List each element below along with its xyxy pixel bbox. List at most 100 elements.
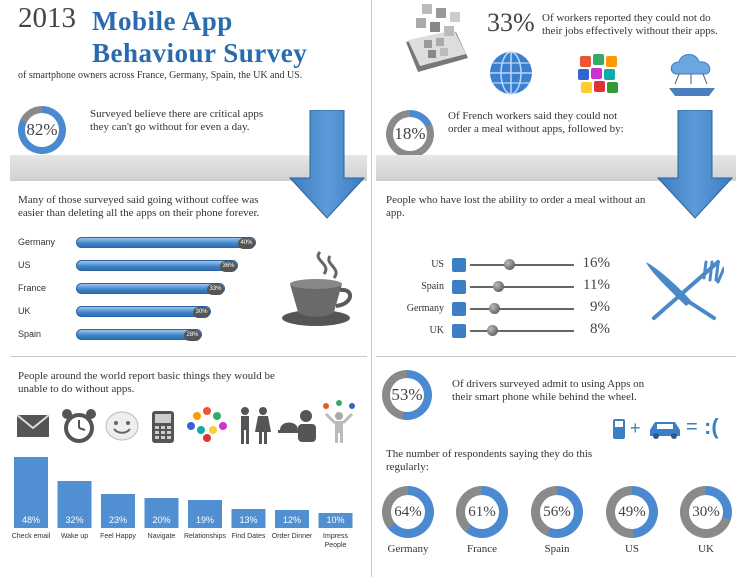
driver-donut-country: UK xyxy=(698,543,714,555)
coffee-bar xyxy=(76,306,211,317)
regular-line1: The number of respondents saying they do… xyxy=(386,448,593,460)
drivers-text: Of drivers surveyed admit to using Apps … xyxy=(452,378,644,404)
chart-bar xyxy=(318,513,353,528)
car-icon xyxy=(650,422,680,439)
coffee-bar-value: 36% xyxy=(220,261,237,272)
meal-slider-track xyxy=(470,286,574,288)
chart-bar xyxy=(14,457,48,528)
meal-slider-value: 9% xyxy=(590,299,610,315)
meal-country-label: Germany xyxy=(406,303,444,314)
chart-bar-value: 32% xyxy=(65,515,83,525)
meal-slider-square xyxy=(452,280,466,294)
apps-basic-things-chart: 48% Check email 32% Wake up 23% Feel Happy 20%… xyxy=(12,457,353,549)
fork-knife-icon xyxy=(646,260,724,320)
meal-country-label: US xyxy=(431,259,444,270)
coffee-cup-icon xyxy=(282,250,352,326)
chart-bar-value: 20% xyxy=(152,515,170,525)
chart-category-label: Relationships xyxy=(184,533,227,540)
driver-donut: 49% xyxy=(606,486,658,538)
chart-category-label: Find Dates xyxy=(232,533,266,540)
meal-slider-knob xyxy=(493,281,504,292)
meal-slider-square xyxy=(452,302,466,316)
driver-donut-country: US xyxy=(624,543,640,555)
meal-sub-line1: People who have lost the ability to orde… xyxy=(386,194,646,206)
apps-cube-icon xyxy=(578,54,618,93)
coffee-country-label: Germany xyxy=(18,237,56,247)
chart-bar xyxy=(275,510,309,528)
workers-percent: 33% xyxy=(487,8,535,37)
coffee-bar xyxy=(76,329,202,340)
driver-donut-value: 64% xyxy=(394,504,422,520)
french-meal-line1: Of French workers said they could not xyxy=(448,110,618,122)
down-arrow-right-icon xyxy=(656,110,734,219)
basic-things-text: People around the world report basic thi… xyxy=(18,370,275,396)
driver-donut-value: 30% xyxy=(692,504,720,520)
driver-donut: 56% xyxy=(531,486,583,538)
workers-line1: Of workers reported they could not do xyxy=(542,12,711,24)
french-meal-percent: 18% xyxy=(394,124,426,143)
coffee-country-label: Spain xyxy=(18,329,42,339)
driver-donut-value: 56% xyxy=(543,504,571,520)
sad-face: :( xyxy=(704,414,719,439)
chart-bar xyxy=(188,500,222,528)
meal-slider-knob xyxy=(487,325,498,336)
coffee-country-label: UK xyxy=(18,306,31,316)
chart-bar xyxy=(57,481,92,528)
juggler-icon xyxy=(323,400,355,443)
basic-things-line1: People around the world report basic thi… xyxy=(18,370,275,382)
title-line2: Behaviour Survey xyxy=(92,38,308,68)
driver-donut: 64% xyxy=(382,486,434,538)
driver-donut-country: Spain xyxy=(544,543,570,555)
drivers-percent: 53% xyxy=(391,385,423,404)
phone-icon xyxy=(152,411,174,443)
driver-donut-country: France xyxy=(467,543,497,555)
chart-bar-value: 23% xyxy=(109,515,127,525)
chart-bar-value: 48% xyxy=(22,515,40,525)
coffee-bar-value: 28% xyxy=(184,330,201,341)
cloud-icon xyxy=(669,54,715,96)
french-meal-text: Of French workers said they could not or… xyxy=(448,110,624,136)
driver-donut-country: Germany xyxy=(387,543,429,555)
center-divider xyxy=(371,0,372,577)
coffee-line1: Many of those surveyed said going withou… xyxy=(18,194,259,206)
critical-apps-line1: Surveyed believe there are critical apps xyxy=(90,108,264,120)
chart-category-label: Impress xyxy=(323,533,348,540)
chart-bar-value: 12% xyxy=(283,515,301,525)
coffee-bar-value: 30% xyxy=(193,307,210,318)
chart-category-label: Wake up xyxy=(61,533,88,540)
workers-text: Of workers reported they could not do th… xyxy=(542,12,718,38)
dinner-icon xyxy=(278,410,316,442)
chart-bar-value: 19% xyxy=(196,515,214,525)
phone-small-icon xyxy=(613,419,625,439)
chart-category-label: Navigate xyxy=(148,533,176,540)
critical-apps-percent: 82% xyxy=(26,120,58,139)
right-gray-band xyxy=(376,155,736,181)
chart-bar-value: 10% xyxy=(326,515,344,525)
meal-slider-value: 8% xyxy=(590,321,610,337)
smiley-icon xyxy=(105,411,139,441)
coffee-bar xyxy=(76,283,225,294)
drivers-line1: Of drivers surveyed admit to using Apps … xyxy=(452,378,645,390)
meal-slider-knob xyxy=(504,259,515,270)
coffee-bar-value: 40% xyxy=(238,238,255,249)
left-divider xyxy=(10,356,367,357)
coffee-country-label: France xyxy=(18,283,47,293)
meal-slider-knob xyxy=(489,303,500,314)
phone-apps-icon xyxy=(406,4,468,72)
meal-slider-square xyxy=(452,258,466,272)
drivers-ring: 53% xyxy=(382,370,432,420)
envelope-icon xyxy=(16,414,50,437)
meal-sub-line2: app. xyxy=(386,207,405,219)
meal-sub-text: People who have lost the ability to orde… xyxy=(386,194,645,220)
driver-donut: 30% xyxy=(680,486,732,538)
critical-apps-ring: 82% xyxy=(18,106,66,154)
coffee-bar-value: 33% xyxy=(207,284,224,295)
meal-slider-square xyxy=(452,324,466,338)
drivers-line2: their smart phone while behind the wheel… xyxy=(452,391,637,403)
regular-line2: regularly: xyxy=(386,461,429,473)
chart-category-label: People xyxy=(325,542,347,549)
meal-country-label: UK xyxy=(429,325,444,336)
alarm-clock-icon xyxy=(62,409,96,443)
subtitle: of smartphone owners across France, Germ… xyxy=(18,70,303,81)
workers-line2: their jobs effectively without their app… xyxy=(542,25,718,37)
